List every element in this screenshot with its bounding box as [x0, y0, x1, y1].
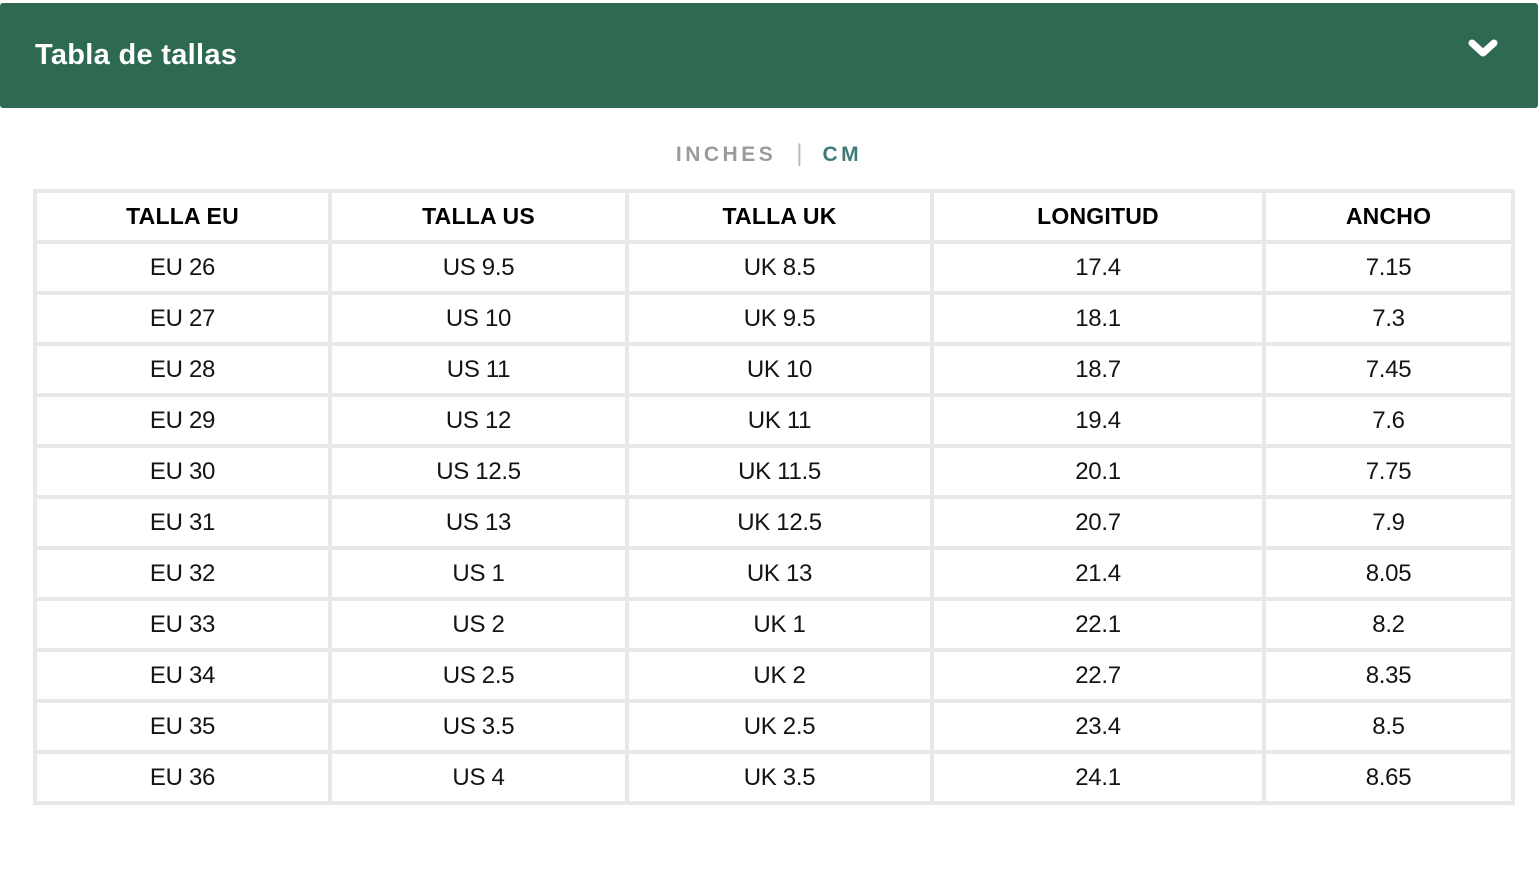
table-cell: US 13 — [332, 499, 625, 546]
table-row: EU 31 US 13 UK 12.5 20.7 7.9 — [37, 499, 1511, 546]
table-cell: 21.4 — [934, 550, 1262, 597]
table-cell: UK 8.5 — [629, 244, 930, 291]
table-row: EU 36 US 4 UK 3.5 24.1 8.65 — [37, 754, 1511, 801]
table-cell: 18.1 — [934, 295, 1262, 342]
table-cell: UK 2.5 — [629, 703, 930, 750]
table-cell: 24.1 — [934, 754, 1262, 801]
table-cell: EU 35 — [37, 703, 328, 750]
table-cell: US 4 — [332, 754, 625, 801]
table-cell: US 12 — [332, 397, 625, 444]
table-cell: UK 9.5 — [629, 295, 930, 342]
table-cell: EU 34 — [37, 652, 328, 699]
table-cell: EU 32 — [37, 550, 328, 597]
table-cell: 8.65 — [1266, 754, 1511, 801]
table-cell: 7.45 — [1266, 346, 1511, 393]
table-cell: EU 27 — [37, 295, 328, 342]
table-cell: EU 36 — [37, 754, 328, 801]
table-cell: UK 2 — [629, 652, 930, 699]
size-table-body: EU 26 US 9.5 UK 8.5 17.4 7.15 EU 27 US 10 UK 9.… — [37, 244, 1511, 801]
table-row: EU 26 US 9.5 UK 8.5 17.4 7.15 — [37, 244, 1511, 291]
table-cell: 8.2 — [1266, 601, 1511, 648]
table-cell: EU 30 — [37, 448, 328, 495]
table-cell: US 9.5 — [332, 244, 625, 291]
size-table: TALLA EU TALLA US TALLA UK LONGITUD ANCHO EU… — [33, 189, 1515, 805]
table-cell: 8.5 — [1266, 703, 1511, 750]
table-cell: 22.1 — [934, 601, 1262, 648]
table-cell: EU 29 — [37, 397, 328, 444]
table-row: EU 28 US 11 UK 10 18.7 7.45 — [37, 346, 1511, 393]
table-cell: UK 1 — [629, 601, 930, 648]
table-cell: EU 26 — [37, 244, 328, 291]
column-header-talla-eu: TALLA EU — [37, 193, 328, 240]
table-row: EU 29 US 12 UK 11 19.4 7.6 — [37, 397, 1511, 444]
table-cell: 20.7 — [934, 499, 1262, 546]
table-row: EU 32 US 1 UK 13 21.4 8.05 — [37, 550, 1511, 597]
table-cell: 7.15 — [1266, 244, 1511, 291]
table-cell: 23.4 — [934, 703, 1262, 750]
table-row: EU 34 US 2.5 UK 2 22.7 8.35 — [37, 652, 1511, 699]
table-cell: US 11 — [332, 346, 625, 393]
table-cell: US 2 — [332, 601, 625, 648]
table-cell: UK 12.5 — [629, 499, 930, 546]
table-cell: EU 33 — [37, 601, 328, 648]
column-header-talla-us: TALLA US — [332, 193, 625, 240]
unit-toggle: INCHES | CM — [0, 140, 1538, 170]
column-header-ancho: ANCHO — [1266, 193, 1511, 240]
table-cell: US 1 — [332, 550, 625, 597]
table-cell: UK 11 — [629, 397, 930, 444]
table-row: EU 30 US 12.5 UK 11.5 20.1 7.75 — [37, 448, 1511, 495]
table-cell: 8.05 — [1266, 550, 1511, 597]
table-cell: UK 11.5 — [629, 448, 930, 495]
table-cell: EU 31 — [37, 499, 328, 546]
table-cell: US 2.5 — [332, 652, 625, 699]
size-chart-header[interactable]: Tabla de tallas — [0, 3, 1538, 108]
unit-option-cm[interactable]: CM — [822, 143, 863, 166]
section-title: Tabla de tallas — [35, 39, 238, 71]
table-cell: US 12.5 — [332, 448, 625, 495]
column-header-longitud: LONGITUD — [934, 193, 1262, 240]
table-row: EU 33 US 2 UK 1 22.1 8.2 — [37, 601, 1511, 648]
table-cell: 19.4 — [934, 397, 1262, 444]
table-cell: US 10 — [332, 295, 625, 342]
table-cell: 7.6 — [1266, 397, 1511, 444]
table-cell: 20.1 — [934, 448, 1262, 495]
table-cell: EU 28 — [37, 346, 328, 393]
column-header-talla-uk: TALLA UK — [629, 193, 930, 240]
unit-option-inches[interactable]: INCHES — [675, 143, 777, 166]
table-cell: 22.7 — [934, 652, 1262, 699]
table-cell: 7.3 — [1266, 295, 1511, 342]
table-cell: 8.35 — [1266, 652, 1511, 699]
table-cell: 7.75 — [1266, 448, 1511, 495]
chevron-down-icon[interactable] — [1466, 32, 1500, 66]
table-cell: US 3.5 — [332, 703, 625, 750]
table-cell: UK 3.5 — [629, 754, 930, 801]
table-row: EU 27 US 10 UK 9.5 18.1 7.3 — [37, 295, 1511, 342]
unit-toggle-separator: | — [796, 140, 803, 167]
table-cell: 18.7 — [934, 346, 1262, 393]
table-cell: UK 13 — [629, 550, 930, 597]
table-cell: 7.9 — [1266, 499, 1511, 546]
table-row: EU 35 US 3.5 UK 2.5 23.4 8.5 — [37, 703, 1511, 750]
table-header-row: TALLA EU TALLA US TALLA UK LONGITUD ANCHO — [37, 193, 1511, 240]
table-cell: 17.4 — [934, 244, 1262, 291]
table-cell: UK 10 — [629, 346, 930, 393]
